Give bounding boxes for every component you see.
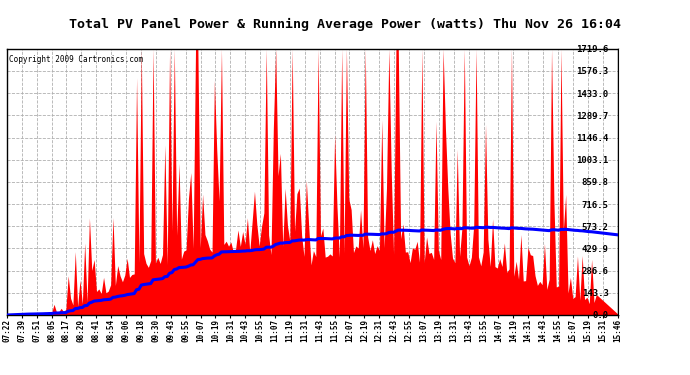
Text: Total PV Panel Power & Running Average Power (watts) Thu Nov 26 16:04: Total PV Panel Power & Running Average P… <box>69 18 621 31</box>
Text: Copyright 2009 Cartronics.com: Copyright 2009 Cartronics.com <box>9 56 143 64</box>
